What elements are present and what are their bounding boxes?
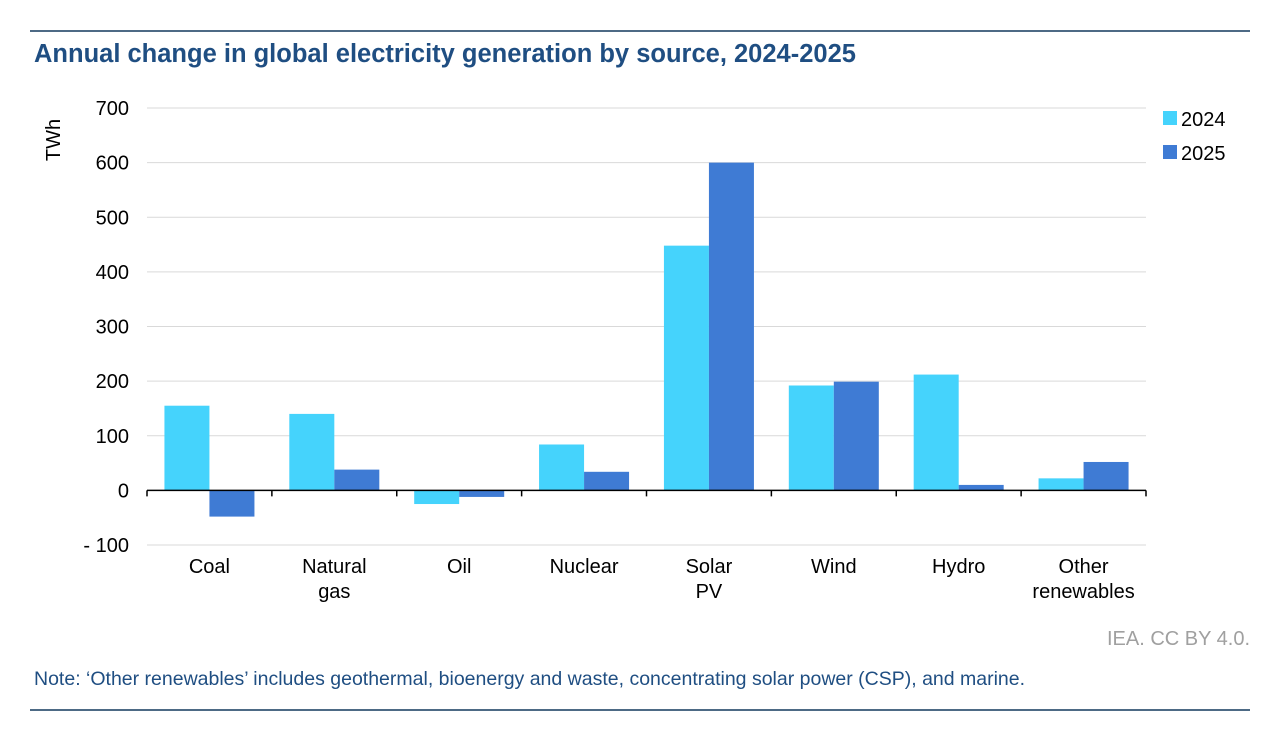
bar-2024-2 [414,490,460,505]
legend-label-2024: 2024 [1181,109,1226,131]
bar-2025-5 [833,381,879,491]
top-rule [30,30,1250,32]
legend-label-2025: 2025 [1181,143,1226,165]
category-label: Coal [189,556,230,578]
y-tick-label: 700 [96,98,129,120]
bar-2024-5 [788,385,834,491]
category-label: gas [318,581,350,603]
category-label: Natural [302,556,366,578]
category-label: Hydro [932,556,985,578]
bar-2025-0 [209,490,255,517]
bar-2025-6 [958,484,1004,491]
y-tick-label: 400 [96,262,129,284]
y-tick-label: 0 [118,480,129,502]
bar-2024-7 [1038,478,1084,491]
bar-2024-4 [663,245,709,491]
y-tick-label: 300 [96,317,129,339]
legend-swatch-2024 [1163,111,1177,125]
bar-2024-0 [164,405,210,491]
bar-2025-4 [708,162,754,491]
category-label: Oil [447,556,471,578]
category-label: renewables [1032,581,1134,603]
category-label: Other [1059,556,1109,578]
bar-2024-3 [539,444,585,491]
bar-2025-3 [584,471,630,491]
bar-2025-1 [334,469,380,491]
chart-title: Annual change in global electricity gene… [34,40,856,68]
bar-2025-7 [1083,461,1129,491]
y-tick-label: 500 [96,207,129,229]
bar-2024-6 [913,374,959,491]
bar-2025-2 [459,490,505,497]
legend-swatch-2025 [1163,145,1177,159]
category-label: PV [696,581,723,603]
bar-2024-1 [289,413,335,491]
category-label: Nuclear [550,556,619,578]
category-label: Solar [686,556,733,578]
note-text: Note: ‘Other renewables’ includes geothe… [34,668,1026,690]
bottom-rule [30,709,1250,711]
y-tick-label: 200 [96,371,129,393]
y-tick-label: - 100 [83,535,129,557]
credit-text: IEA. CC BY 4.0. [1106,628,1250,650]
y-axis-label: TWh [43,119,65,161]
y-tick-label: 600 [96,153,129,175]
category-label: Wind [811,556,857,578]
y-tick-label: 100 [96,426,129,448]
